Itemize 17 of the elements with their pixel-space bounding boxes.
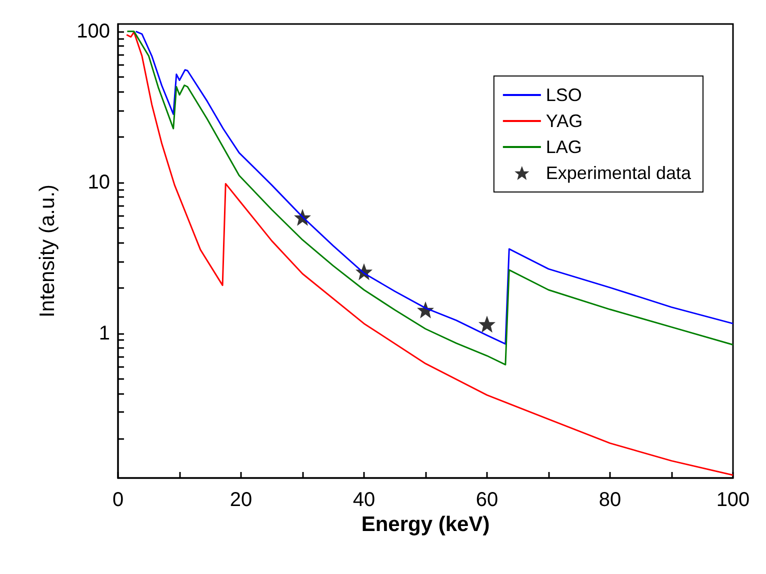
legend-label: LAG <box>546 137 582 157</box>
y-axis-title: Intensity (a.u.) <box>36 184 59 318</box>
line-series <box>126 31 734 476</box>
x-tick-label: 0 <box>112 489 124 511</box>
y-tick-label: 100 <box>76 20 110 42</box>
legend-label: LSO <box>546 85 582 105</box>
x-tick-label: 100 <box>716 489 750 511</box>
y-tick-label: 10 <box>88 171 110 194</box>
x-tick-label: 60 <box>476 489 498 511</box>
x-tick-label: 20 <box>230 489 252 511</box>
x-tick-label: 40 <box>352 489 376 511</box>
legend-label: YAG <box>546 111 583 131</box>
legend-label: Experimental data <box>546 163 692 183</box>
point <box>478 316 496 333</box>
x-axis-title: Energy (keV) <box>361 513 490 536</box>
x-tick-label: 80 <box>598 489 622 511</box>
y-tick-label: 1 <box>98 322 110 344</box>
